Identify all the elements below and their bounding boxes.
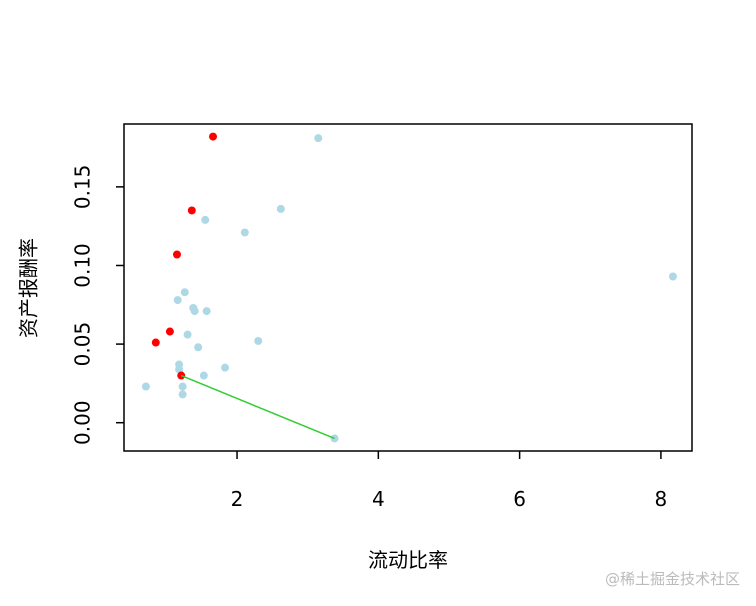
point bbox=[172, 250, 181, 259]
point bbox=[183, 330, 192, 339]
x-tick-label: 2 bbox=[231, 487, 244, 511]
y-tick-label: 0.00 bbox=[71, 400, 95, 445]
point bbox=[254, 336, 263, 345]
point bbox=[165, 327, 174, 336]
point bbox=[190, 307, 199, 316]
point bbox=[199, 371, 208, 380]
point bbox=[314, 134, 323, 143]
y-tick-label: 0.05 bbox=[71, 322, 95, 367]
point bbox=[178, 382, 187, 391]
point bbox=[209, 132, 218, 141]
point bbox=[173, 296, 182, 305]
point bbox=[187, 206, 196, 215]
y-tick-label: 0.10 bbox=[71, 243, 95, 288]
point bbox=[201, 215, 210, 224]
point bbox=[221, 363, 230, 372]
y-axis-label: 资产报酬率 bbox=[17, 238, 41, 338]
x-axis-label: 流动比率 bbox=[368, 548, 448, 572]
segment bbox=[180, 374, 335, 440]
y-tick-label: 0.15 bbox=[71, 165, 95, 210]
point bbox=[151, 338, 160, 347]
x-tick-label: 8 bbox=[655, 487, 668, 511]
point bbox=[240, 228, 249, 237]
point bbox=[178, 390, 187, 399]
point bbox=[668, 272, 677, 281]
point bbox=[202, 307, 211, 316]
point bbox=[194, 343, 203, 352]
point bbox=[180, 288, 189, 297]
point bbox=[141, 382, 150, 391]
x-tick-label: 6 bbox=[513, 487, 526, 511]
point bbox=[276, 204, 285, 213]
watermark: @稀土掘金技术社区 bbox=[605, 570, 740, 588]
point bbox=[175, 365, 184, 374]
x-tick-label: 4 bbox=[372, 487, 385, 511]
plot-box bbox=[123, 123, 693, 452]
